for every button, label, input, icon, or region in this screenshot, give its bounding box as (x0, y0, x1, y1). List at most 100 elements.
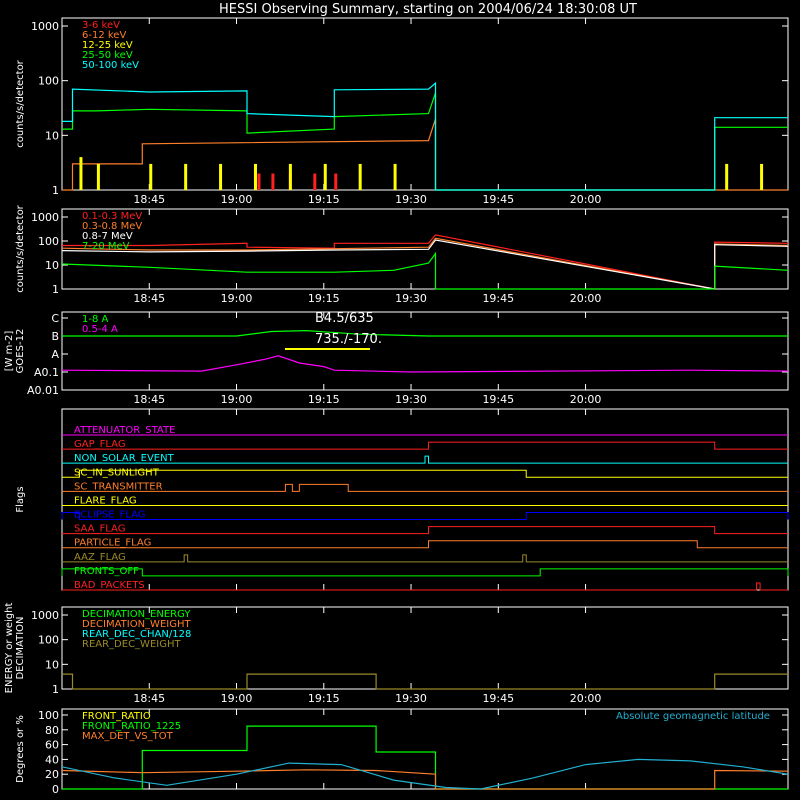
flag-label: PARTICLE_FLAG (74, 538, 151, 549)
x-tick-label: 19:00 (221, 292, 253, 305)
x-tick-label: 20:00 (570, 692, 602, 705)
series-bar (334, 173, 338, 190)
y-axis-label-2: [W m-2] (4, 331, 15, 372)
legend-entry: Absolute geomagnetic latitude (616, 711, 770, 722)
x-tick-label: 19:45 (482, 393, 514, 406)
flag-label: SC_TRANSMITTER (74, 481, 163, 492)
panel-frame (61, 708, 789, 790)
series-bar (288, 163, 292, 190)
legend-entry: FRONT_RATIO (82, 711, 151, 722)
flag-line (62, 455, 788, 464)
series-line (62, 329, 788, 337)
series-bar (257, 173, 261, 190)
x-tick-label: 19:45 (482, 292, 514, 305)
figure-title: HESSI Observing Summary, starting on 200… (219, 2, 637, 17)
y-tick-label: 60 (45, 739, 59, 752)
legend-entry: FRONT_RATIO_1225 (82, 721, 181, 732)
series-line (62, 673, 788, 690)
series-line (62, 81, 788, 191)
series-bar (271, 173, 275, 190)
y-tick-label: 20 (45, 768, 59, 781)
legend-entry: 0.1-0.3 MeV (82, 211, 142, 222)
y-tick-label: 1000 (31, 211, 59, 224)
panel-frame (61, 311, 789, 391)
flag-label: NON_SOLAR_EVENT (74, 453, 175, 464)
panel-p2: 1 10 100 1000 counts/s/detector 18:45 19:00 19:… (15, 204, 789, 305)
y-tick-label: A0.1 (34, 366, 59, 379)
flag-line (62, 540, 788, 549)
y-tick-label: 100 (38, 709, 59, 722)
series-line (61, 769, 789, 790)
series-bar (323, 163, 327, 190)
legend-entry: DECIMATION_ENERGY (82, 609, 191, 620)
y-tick-label: 10 (45, 259, 59, 272)
flag-line (62, 582, 788, 591)
y-tick-label: A (51, 348, 59, 361)
x-tick-label: 19:30 (395, 692, 427, 705)
flag-label: FLARE_FLAG (74, 495, 137, 506)
x-tick-label: 19:15 (308, 692, 340, 705)
series-bar (393, 163, 397, 190)
x-tick-label: 20:00 (570, 292, 602, 305)
series-bar (253, 163, 257, 190)
goes-annotation-1: B4.5/635 (315, 311, 374, 326)
series-line (61, 251, 789, 290)
flag-line (62, 554, 788, 563)
panel-p3: A0.01 A0.1 ABC GOES-12[W m-2] 18:45 19:00 19:1… (4, 311, 789, 406)
y-axis-label: Flags (15, 486, 26, 512)
series-line (61, 758, 789, 790)
legend-entry: 3-6 keV (82, 20, 120, 31)
y-tick-label: 10 (45, 129, 59, 142)
flag-label: FRONTS_OFF (74, 566, 139, 577)
goes-annotation-2: 735./-170. (315, 332, 382, 347)
y-tick-label: 100 (38, 75, 59, 88)
x-tick-label: 18:45 (133, 692, 165, 705)
series-line (62, 92, 788, 191)
y-axis-label-2: ENERGY or weight (4, 603, 15, 694)
flag-line (62, 483, 788, 492)
legend-entry: DECIMATION_WEIGHT (82, 619, 191, 630)
series-bar (79, 157, 83, 190)
legend-entry: REAR_DEC_WEIGHT (82, 639, 181, 650)
series-bar (760, 163, 764, 190)
y-tick-label: 1000 (31, 609, 59, 622)
x-tick-label: 19:45 (482, 193, 514, 206)
y-tick-label: 100 (38, 235, 59, 248)
y-axis-label: DECIMATION (15, 616, 26, 679)
x-tick-label: 19:30 (395, 193, 427, 206)
legend-entry: 0.5-4 A (82, 324, 118, 335)
legend-entry: MAX_DET_VS_TOT (82, 731, 174, 742)
series-bar (313, 173, 317, 190)
flag-label: SAA_FLAG (74, 524, 125, 535)
y-axis-label: Degrees or % (15, 715, 26, 783)
x-tick-label: 19:30 (395, 393, 427, 406)
x-tick-label: 19:00 (221, 193, 253, 206)
y-tick-label: 1 (52, 683, 59, 696)
series-line (62, 118, 788, 191)
panel-frame (61, 208, 789, 290)
flag-line (61, 512, 789, 521)
y-tick-label: 40 (45, 753, 59, 766)
series-bar (358, 163, 362, 190)
series-line (61, 239, 789, 290)
y-tick-label: 10 (45, 658, 59, 671)
series-line (62, 234, 789, 290)
x-tick-label: 19:15 (308, 393, 340, 406)
x-tick-label: 19:30 (395, 292, 427, 305)
y-axis-label: counts/s/detector (15, 59, 26, 147)
x-tick-label: 18:45 (133, 193, 165, 206)
flag-line (62, 469, 788, 478)
series-bar (725, 163, 729, 190)
y-tick-label: 1 (52, 283, 59, 296)
flag-label: ATTENUATOR_STATE (74, 425, 175, 436)
legend-entry: 0.3-0.8 MeV (82, 221, 142, 232)
y-tick-label: B (51, 330, 59, 343)
panel-p4: Flags ATTENUATOR_STATE GAP_FLAG NON_SOLAR_E… (15, 408, 789, 591)
legend-entry: 50-100 keV (82, 60, 139, 71)
series-bar (219, 163, 223, 190)
series-line (62, 725, 788, 790)
flag-line (62, 526, 788, 535)
legend-entry: 1-8 A (82, 314, 109, 325)
x-tick-label: 19:00 (221, 393, 253, 406)
